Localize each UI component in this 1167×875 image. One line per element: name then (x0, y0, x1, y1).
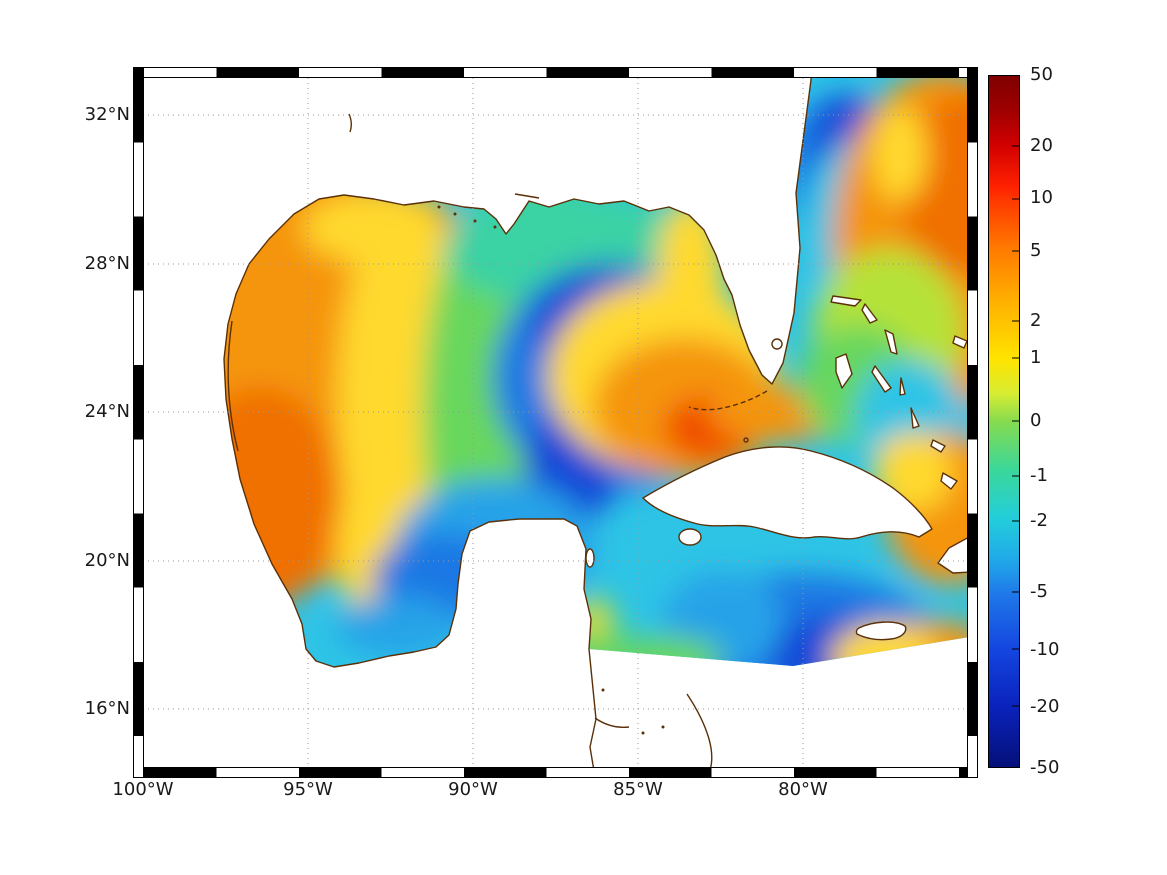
island-jamaica (855, 621, 907, 641)
colorbar-tick-label: 0 (1030, 410, 1042, 431)
colorbar-ticks (1012, 145, 1019, 707)
land-cuba (642, 446, 933, 540)
frame-bottom (133, 767, 978, 778)
colorbar-tick-label: 1 (1030, 347, 1042, 368)
lon-tick-label: 100°W (112, 779, 174, 800)
lon-tick-label: 90°W (448, 779, 498, 800)
frame-right (967, 67, 978, 778)
lon-tick-label: 95°W (283, 779, 333, 800)
coastlines (143, 78, 968, 768)
colorbar-tick-label: -2 (1030, 510, 1048, 531)
colorbar (988, 75, 1020, 768)
lat-tick-label: 28°N (84, 253, 130, 274)
belize-coast (594, 717, 630, 728)
texas-barrier-islands (227, 320, 239, 452)
colorbar-tick-label: 20 (1030, 135, 1053, 156)
lat-tick-label: 32°N (84, 104, 130, 125)
colorbar-tick-label: -5 (1030, 581, 1048, 602)
coastline-details (227, 113, 783, 768)
colorbar-tick-label: 2 (1030, 310, 1042, 331)
honduras-coast (686, 693, 713, 768)
colorbar-tick-label: 5 (1030, 240, 1042, 261)
colorbar-tick-label: -10 (1030, 639, 1060, 660)
lon-tick-label: 85°W (613, 779, 663, 800)
colorbar-tick-label: 50 (1030, 64, 1053, 85)
islands-bahamas (830, 295, 968, 490)
frame-left (133, 67, 144, 778)
florida-keys (688, 390, 768, 411)
lake-okeechobee (771, 338, 783, 350)
lon-tick-label: 80°W (778, 779, 828, 800)
island-hispaniola-edge (937, 536, 968, 574)
colorbar-tick-label: -50 (1030, 757, 1060, 778)
island-isla-juventud (678, 528, 702, 546)
lat-tick-label: 24°N (84, 401, 130, 422)
lat-tick-label: 16°N (84, 698, 130, 719)
gridlines (143, 78, 968, 768)
lat-tick-label: 20°N (84, 550, 130, 571)
colorbar-tick-label: -20 (1030, 696, 1060, 717)
river-squiggle (348, 113, 352, 133)
coastline-specks (437, 205, 665, 735)
island-cozumel (585, 548, 595, 568)
mississippi-sound-islands (514, 193, 540, 199)
colorbar-tick-label: -1 (1030, 465, 1048, 486)
frame-top (133, 67, 978, 78)
cay-sal-bank (743, 437, 749, 443)
colorbar-tick-label: 10 (1030, 187, 1053, 208)
